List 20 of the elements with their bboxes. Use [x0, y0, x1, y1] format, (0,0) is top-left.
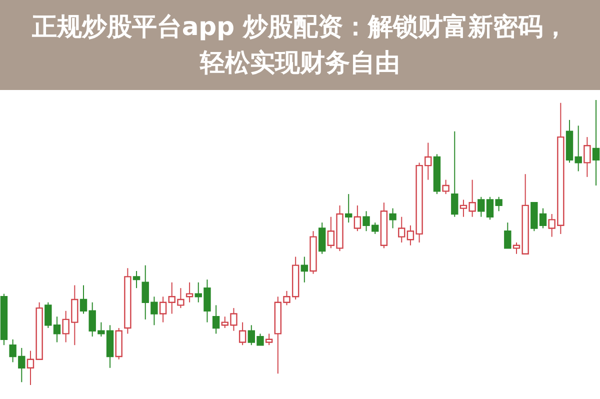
candlestick	[451, 130, 458, 218]
candlestick	[584, 136, 591, 178]
candlestick	[300, 256, 308, 283]
candlestick	[398, 216, 406, 243]
candlestick	[478, 196, 485, 218]
candlestick	[132, 270, 140, 289]
candlestick	[389, 208, 396, 229]
candlestick	[574, 125, 582, 172]
candlestick	[318, 222, 326, 254]
candlestick	[504, 222, 512, 249]
candlestick	[159, 296, 167, 323]
candlestick	[442, 179, 450, 195]
candlestick	[354, 204, 362, 232]
chart-title: 正规炒股平台app 炒股配资：解锁财富新密码，轻松实现财务自由	[30, 11, 570, 79]
candlestick	[212, 304, 220, 334]
candlestick	[265, 333, 273, 346]
candlestick	[238, 322, 246, 346]
candlestick	[345, 194, 352, 224]
candlestick	[592, 100, 600, 186]
candlestick	[186, 282, 194, 303]
